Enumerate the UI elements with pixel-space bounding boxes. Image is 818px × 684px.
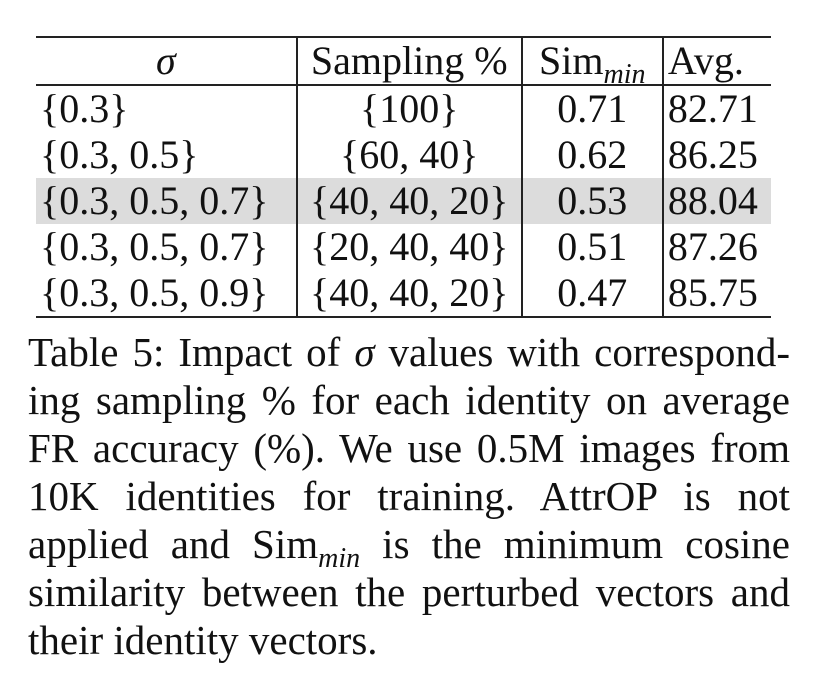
- cell-sampling: {100}: [296, 85, 523, 132]
- cell-sampling: {60, 40}: [296, 132, 523, 178]
- cell-sim-min: 0.53: [521, 178, 664, 224]
- header-sim-subscript: min: [603, 59, 646, 90]
- header-sampling: Sampling %: [296, 37, 523, 85]
- results-table-container: σ Sampling % Simmin Avg. {0.3} {100} 0.7…: [36, 36, 771, 318]
- cell-sim-min: 0.51: [521, 224, 664, 270]
- header-sigma: σ: [36, 37, 298, 85]
- cell-sigma: {0.3, 0.5, 0.7}: [36, 224, 298, 270]
- cell-sim-min: 0.71: [521, 85, 664, 132]
- table-row: {0.3, 0.5, 0.9} {40, 40, 20} 0.47 85.75: [36, 270, 771, 317]
- cell-sim-min: 0.47: [521, 270, 664, 317]
- header-sim-base: Sim: [539, 38, 604, 83]
- cell-sigma: {0.3, 0.5}: [36, 132, 298, 178]
- table-row-highlighted: {0.3, 0.5, 0.7} {40, 40, 20} 0.53 88.04: [36, 178, 771, 224]
- cell-avg: 87.26: [667, 224, 758, 269]
- cell-avg: 86.25: [667, 132, 758, 177]
- cell-sim-min: 0.62: [521, 132, 664, 178]
- cell-sigma: {0.3, 0.5, 0.7}: [36, 178, 298, 224]
- header-avg: Avg.: [667, 38, 744, 83]
- table-caption: Table 5: Impact of σ values with corresp…: [28, 328, 790, 664]
- caption-sigma-symbol: σ: [354, 329, 375, 375]
- caption-text-1: Table 5: Impact of: [28, 329, 355, 375]
- cell-avg: 85.75: [667, 270, 758, 315]
- cell-sigma: {0.3}: [36, 85, 298, 132]
- table-row: {0.3, 0.5} {60, 40} 0.62 86.25: [36, 132, 771, 178]
- cell-sampling: {20, 40, 40}: [296, 224, 523, 270]
- caption-text-3: is the minimum cosine similarity between…: [28, 521, 790, 663]
- cell-sampling: {40, 40, 20}: [296, 178, 523, 224]
- cell-sigma: {0.3, 0.5, 0.9}: [36, 270, 298, 317]
- caption-sim-base: Sim: [252, 521, 319, 567]
- cell-avg-best: 88.04: [662, 178, 771, 224]
- table-header-row: σ Sampling % Simmin Avg.: [36, 37, 771, 89]
- table-row: {0.3} {100} 0.71 82.71: [36, 85, 771, 132]
- results-table: σ Sampling % Simmin Avg. {0.3} {100} 0.7…: [36, 36, 771, 318]
- caption-text-2: values with correspond-ing sampling % fo…: [28, 329, 790, 567]
- cell-sampling: {40, 40, 20}: [296, 270, 523, 317]
- table-row: {0.3, 0.5, 0.7} {20, 40, 40} 0.51 87.26: [36, 224, 771, 270]
- cell-avg: 82.71: [667, 86, 758, 131]
- header-sim-min: Simmin: [521, 37, 664, 89]
